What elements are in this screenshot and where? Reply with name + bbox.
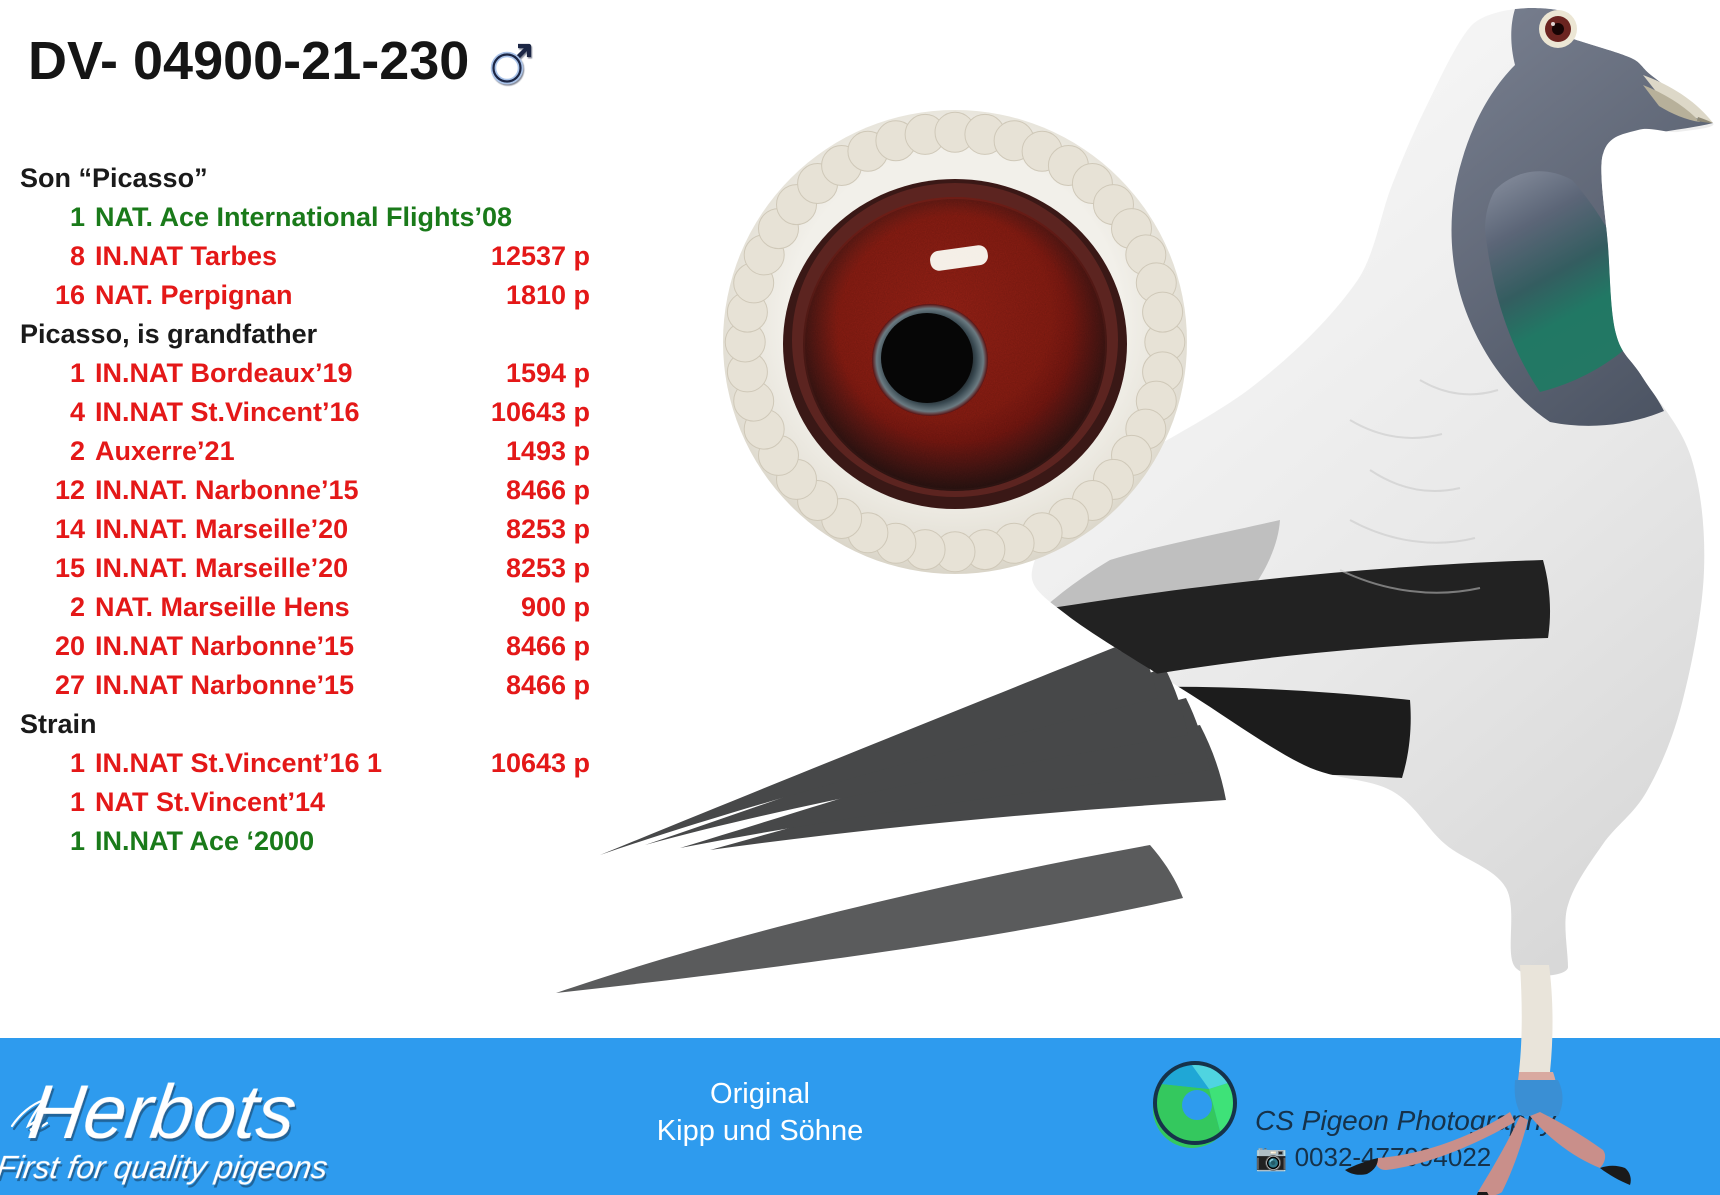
svg-text:First for quality pigeons: First for quality pigeons — [0, 1149, 330, 1185]
svg-text:Herbots: Herbots — [24, 1070, 302, 1155]
